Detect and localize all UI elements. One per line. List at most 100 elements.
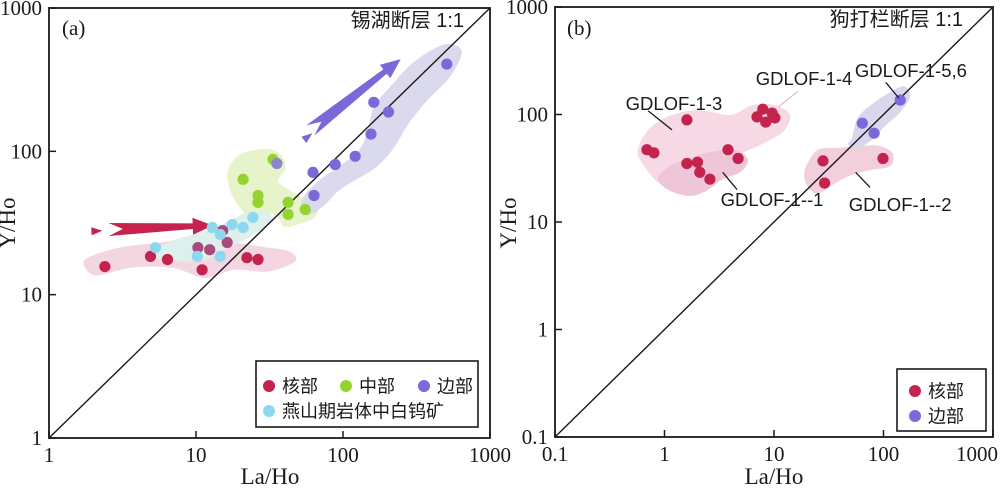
gdlof-1-1-label: GDLOF-1--1: [721, 189, 824, 210]
rim-field: [301, 43, 462, 216]
data-point-core: [681, 114, 693, 126]
x-axis-label: La/Ho: [241, 464, 300, 489]
data-point-core: [722, 144, 734, 156]
panel-b: 0.1 1 10 100 1000 0.1 1 10 100 1000 La/Ho Y/Ho (b) 狗打…: [496, 0, 998, 489]
data-point-rim: [894, 94, 906, 106]
data-point-core: [769, 112, 781, 124]
y-tick-label: 1000: [506, 0, 548, 19]
legend-label: 燕山期岩体中白钨矿: [282, 402, 444, 422]
x-tick-label: 10: [186, 443, 207, 467]
legend-box: [255, 360, 479, 428]
gdlof-1-4-label: GDLOF-1-4: [756, 68, 853, 89]
core-trend-arrow: [108, 217, 213, 236]
panel-title: 狗打栏断层 1:1: [830, 8, 963, 31]
y-tick-label: 10: [21, 283, 42, 307]
gdlof-1-2-label: GDLOF-1--2: [849, 194, 952, 215]
data-point-yanshanian-scheelite: [191, 250, 203, 262]
axes-box: [48, 7, 491, 439]
x-tick-label: 1000: [469, 443, 511, 467]
gdlof-1-2-field: [804, 145, 894, 194]
data-point-middle: [237, 173, 249, 185]
data-point-middle: [252, 196, 264, 208]
legend-label: 核部: [928, 382, 964, 402]
y-tick-label: 1: [32, 426, 43, 450]
one-to-one-line: [554, 6, 994, 438]
corner-label: (a): [62, 16, 85, 40]
data-point-rim-under-green: [271, 157, 283, 170]
y-tick-label: 0.1: [522, 425, 548, 449]
data-point-core: [694, 166, 706, 178]
x-tick-label: 10: [764, 442, 785, 466]
data-point-middle: [282, 196, 294, 208]
data-point-rim: [382, 106, 395, 118]
legend-label: 中部: [359, 377, 395, 397]
y-tick-label: 10: [527, 210, 548, 234]
data-point-rim: [308, 189, 320, 202]
gdlof-1-4-leader: [777, 90, 799, 108]
series-rim-under-green: [271, 157, 283, 170]
series-yanshanian-scheelite: [149, 211, 259, 262]
data-point-yanshanian-scheelite: [206, 221, 218, 234]
y-tick-label: 100: [517, 103, 549, 127]
series-core: [99, 250, 264, 276]
data-point-core: [751, 111, 763, 123]
one-to-one-line: [48, 7, 491, 439]
data-point-rim: [329, 158, 341, 171]
y-tick-label: 100: [11, 139, 43, 163]
data-point-rim: [868, 127, 880, 139]
gdlof-1-3-leader: [647, 110, 673, 131]
data-point-core-overlapped: [221, 236, 233, 249]
data-point-rim: [856, 117, 868, 129]
x-axis-label: La/Ho: [745, 464, 804, 489]
legend-marker-yanshanian-scheelite: [263, 405, 275, 417]
middle-field: [227, 148, 319, 228]
data-point-core: [691, 156, 704, 168]
legend-label: 边部: [437, 377, 473, 397]
data-point-core: [241, 252, 253, 264]
legend-marker-rim: [418, 380, 430, 392]
gdlof-1-56-leader: [885, 81, 900, 99]
data-point-core: [144, 250, 157, 262]
corner-label: (b): [567, 16, 592, 40]
x-tick-label: 1000: [956, 442, 998, 466]
core-trend-arrow-fragment: [91, 227, 103, 236]
data-point-core: [704, 173, 716, 185]
data-point-rim: [365, 128, 377, 140]
gdlof-1-56-label: GDLOF-1-5,6: [855, 60, 967, 81]
data-point-rim: [307, 166, 319, 178]
data-point-core: [877, 152, 889, 165]
data-point-rim: [441, 58, 453, 70]
x-tick-label: 0.1: [542, 442, 568, 466]
scheelite-field: [146, 208, 273, 262]
data-point-yanshanian-scheelite: [149, 242, 162, 254]
x-tick-label: 1: [659, 442, 670, 466]
x-tick-label: 1: [44, 443, 55, 467]
x-tick-label: 100: [327, 443, 359, 467]
legend-marker-rim: [909, 410, 921, 422]
panel-a: 1 10 100 1000 1 10 100 1000 La/Ho Y/Ho (a) 锡湖断层 1:1…: [0, 0, 511, 489]
data-point-core: [196, 264, 208, 276]
series-core: [641, 103, 889, 189]
gdlof-1-3-label: GDLOF-1-3: [626, 93, 723, 114]
gdlof-1-1-leader: [722, 171, 738, 191]
data-point-core: [99, 261, 111, 273]
panel-title: 锡湖断层 1:1: [351, 9, 464, 32]
series-rim: [307, 58, 453, 202]
data-point-middle: [299, 203, 311, 216]
data-point-yanshanian-scheelite: [247, 211, 259, 223]
data-point-yanshanian-scheelite: [226, 219, 238, 231]
data-point-middle: [282, 208, 294, 220]
legend-marker-core: [909, 385, 921, 397]
y-tick-label: 1: [538, 318, 549, 342]
legend-label: 边部: [928, 407, 964, 427]
data-point-rim: [368, 96, 380, 108]
data-point-core-overlapped: [192, 242, 204, 254]
x-tick-label: 100: [868, 442, 900, 466]
data-point-rim: [349, 150, 361, 162]
data-point-core: [252, 253, 264, 266]
data-point-core: [648, 147, 660, 159]
